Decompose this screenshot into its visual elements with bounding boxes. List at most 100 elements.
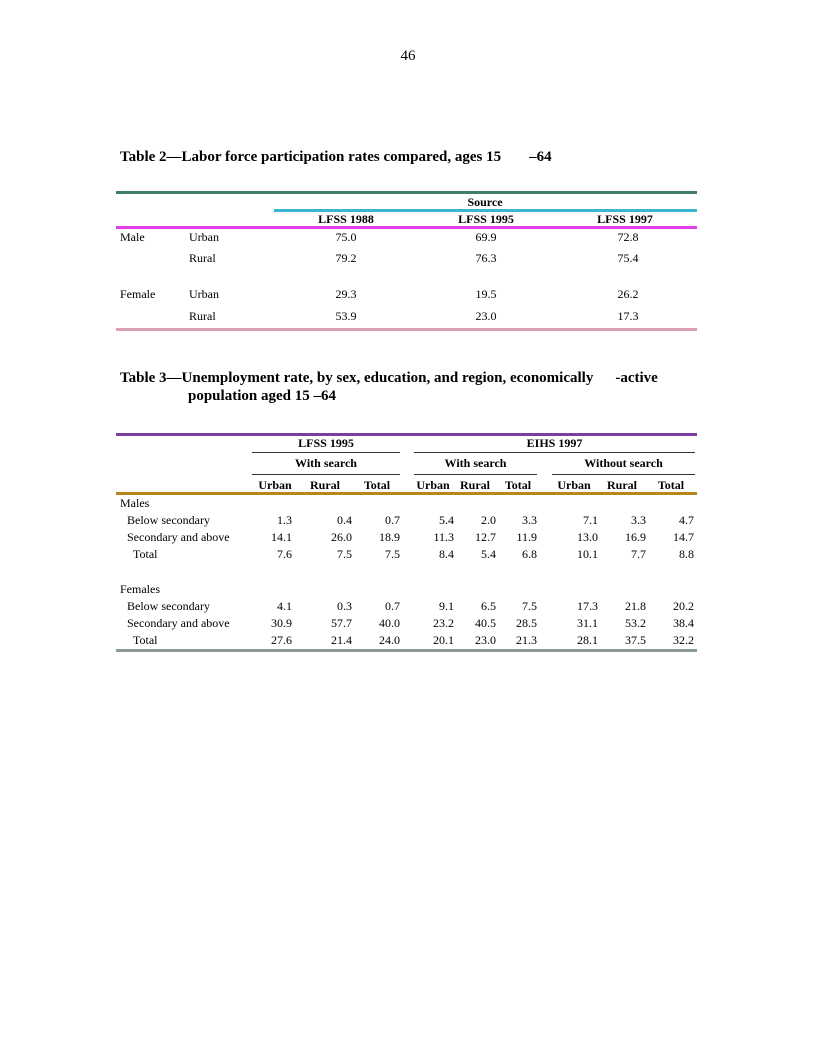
table2-dash: — <box>166 149 182 165</box>
table3-cell: 27.6 <box>271 633 292 647</box>
table3-cell: 12.7 <box>475 530 496 544</box>
table2-col-lfss1995: LFSS 1995 <box>458 212 514 226</box>
table3-cell: 40.0 <box>379 616 400 630</box>
table2-row-area: Urban <box>189 230 219 244</box>
table3-cell: 3.3 <box>522 513 537 527</box>
table3-cell: 23.0 <box>475 633 496 647</box>
table3-cell: 0.3 <box>337 599 352 613</box>
table3-sub3-rule <box>552 474 695 475</box>
table3-cell: 8.8 <box>679 547 694 561</box>
table3-cell: 0.7 <box>385 513 400 527</box>
table3-cell: 28.5 <box>516 616 537 630</box>
table3-bottom-rule <box>116 649 697 652</box>
table2-source-rule <box>274 209 697 212</box>
page-number: 46 <box>400 48 416 64</box>
table3-cell: 13.0 <box>577 530 598 544</box>
table3-col-header: Urban <box>557 478 591 492</box>
table3-col-header: Urban <box>416 478 450 492</box>
table2-cell: 26.2 <box>617 287 639 301</box>
table3-title-end: -active <box>615 370 658 386</box>
table3-cell: 40.5 <box>475 616 496 630</box>
table3-col-header: Rural <box>460 478 490 492</box>
table3-row-label: Secondary and above <box>127 530 230 544</box>
table3-cell: 4.1 <box>277 599 292 613</box>
table3-cell: 14.1 <box>271 530 292 544</box>
table2-top-rule <box>116 191 697 194</box>
table2-cell: 76.3 <box>475 251 497 265</box>
table3-cell: 0.4 <box>337 513 352 527</box>
table3-title: Table 3—Unemployment rate, by sex, educa… <box>120 370 658 387</box>
table2-col-lfss1997: LFSS 1997 <box>597 212 653 226</box>
table2-row-sex: Female <box>120 287 156 301</box>
table3-cell: 21.8 <box>625 599 646 613</box>
table3-col-header: Rural <box>607 478 637 492</box>
table3-cell: 6.8 <box>522 547 537 561</box>
table3-cell: 11.3 <box>433 530 454 544</box>
table3-cell: 14.7 <box>673 530 694 544</box>
table3-col-header: Rural <box>310 478 340 492</box>
table3-title-line2: population aged 15 –64 <box>188 388 336 404</box>
table3-row-label: Below secondary <box>127 513 210 527</box>
table2-header-rule <box>116 226 697 229</box>
table3-group2-rule <box>414 452 695 453</box>
table3-header-rule <box>116 492 697 495</box>
table3-cell: 26.0 <box>331 530 352 544</box>
table3-cell: 28.1 <box>577 633 598 647</box>
table3-cell: 37.5 <box>625 633 646 647</box>
table3-label: Table 3 <box>120 370 167 386</box>
table3-dash: — <box>166 370 182 386</box>
table3-cell: 21.4 <box>331 633 352 647</box>
table3-cell: 11.9 <box>516 530 537 544</box>
table3-cell: 7.1 <box>583 513 598 527</box>
table3-col-header: Total <box>657 478 685 492</box>
table2-title-end: –64 <box>529 149 552 165</box>
table2-row-area: Urban <box>189 287 219 301</box>
table2-row-area: Rural <box>189 251 216 265</box>
table3-cell: 7.6 <box>277 547 292 561</box>
table2-cell: 75.4 <box>617 251 639 265</box>
table3-cell: 21.3 <box>516 633 537 647</box>
table3-cell: 30.9 <box>271 616 292 630</box>
table3-row-label: Secondary and above <box>127 616 230 630</box>
table3-cell: 31.1 <box>577 616 598 630</box>
table3-cell: 0.7 <box>385 599 400 613</box>
table3-cell: 53.2 <box>625 616 646 630</box>
table3-cell: 20.1 <box>433 633 454 647</box>
table2-cell: 69.9 <box>475 230 497 244</box>
table3-cell: 3.3 <box>631 513 646 527</box>
table3-col-header: Total <box>363 478 391 492</box>
table2-source-header: Source <box>467 195 503 209</box>
table3-cell: 20.2 <box>673 599 694 613</box>
table3-cell: 18.9 <box>379 530 400 544</box>
table3-cell: 2.0 <box>481 513 496 527</box>
table3-col-header: Urban <box>258 478 292 492</box>
table2-cell: 79.2 <box>335 251 357 265</box>
table3-col-header: Total <box>504 478 532 492</box>
table3-section-name: Females <box>120 582 160 596</box>
table3-row-label: Total <box>133 547 158 561</box>
table3-cell: 10.1 <box>577 547 598 561</box>
table2-cell: 53.9 <box>335 309 357 323</box>
table2-label: Table 2 <box>120 149 167 165</box>
table2-row-sex: Male <box>120 230 145 244</box>
table3-top-rule <box>116 433 697 436</box>
table3-row-label: Total <box>133 633 158 647</box>
table2-title-text: Labor force participation rates compared… <box>181 149 502 165</box>
table3-cell: 5.4 <box>481 547 496 561</box>
table3-sub-with-search-2: With search <box>444 456 507 470</box>
table3-cell: 24.0 <box>379 633 400 647</box>
table2-cell: 17.3 <box>617 309 639 323</box>
table3-sub-with-search-1: With search <box>295 456 357 470</box>
table3-cell: 17.3 <box>577 599 598 613</box>
table3-cell: 7.5 <box>337 547 352 561</box>
table3-section-name: Males <box>120 496 150 510</box>
table3-cell: 23.2 <box>433 616 454 630</box>
table2-cell: 29.3 <box>335 287 357 301</box>
table3-cell: 7.7 <box>631 547 646 561</box>
table3-sub-without-search: Without search <box>584 456 663 470</box>
table3-cell: 5.4 <box>439 513 454 527</box>
table2-bottom-rule <box>116 328 697 331</box>
table3-group1-rule <box>252 452 400 453</box>
table3-sub1-rule <box>252 474 400 475</box>
table3-cell: 57.7 <box>331 616 352 630</box>
